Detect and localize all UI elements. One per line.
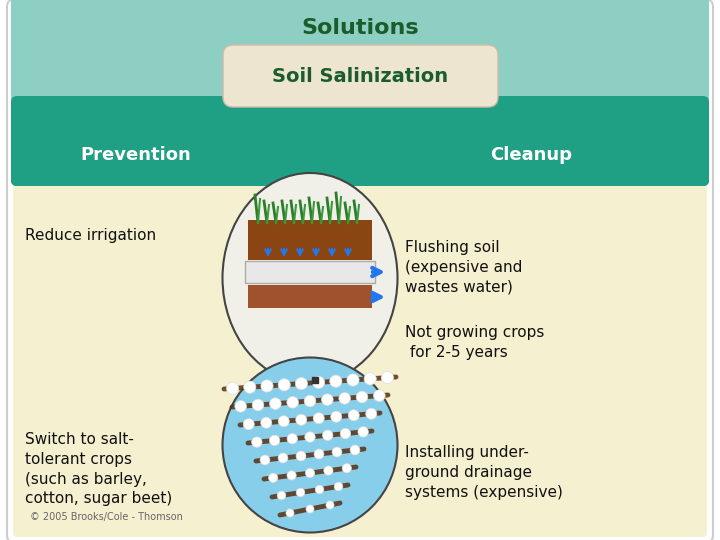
- Circle shape: [243, 381, 256, 393]
- Circle shape: [235, 401, 246, 412]
- Circle shape: [347, 374, 359, 386]
- Circle shape: [342, 464, 351, 473]
- Circle shape: [287, 471, 296, 480]
- Circle shape: [364, 373, 377, 385]
- Circle shape: [304, 395, 316, 407]
- Circle shape: [305, 468, 315, 477]
- Circle shape: [323, 430, 333, 441]
- Text: © 2005 Brooks/Cole - Thomson: © 2005 Brooks/Cole - Thomson: [30, 512, 183, 522]
- Circle shape: [286, 509, 294, 517]
- Circle shape: [330, 411, 342, 422]
- FancyBboxPatch shape: [11, 0, 709, 106]
- Circle shape: [339, 393, 351, 404]
- FancyBboxPatch shape: [11, 76, 709, 186]
- Text: Soil Salinization: Soil Salinization: [272, 66, 448, 85]
- Circle shape: [330, 375, 342, 387]
- Circle shape: [261, 380, 273, 392]
- Ellipse shape: [222, 173, 397, 383]
- Circle shape: [269, 435, 280, 445]
- FancyBboxPatch shape: [11, 96, 709, 186]
- Circle shape: [348, 410, 359, 421]
- Circle shape: [296, 451, 306, 461]
- Bar: [248, 220, 372, 260]
- Text: Solutions: Solutions: [301, 18, 419, 38]
- Circle shape: [382, 372, 394, 384]
- FancyBboxPatch shape: [7, 0, 713, 540]
- Circle shape: [306, 505, 314, 513]
- Circle shape: [260, 455, 270, 465]
- Circle shape: [324, 466, 333, 475]
- Circle shape: [296, 488, 305, 497]
- Text: Switch to salt-
tolerant crops
(such as barley,
cotton, sugar beet): Switch to salt- tolerant crops (such as …: [25, 432, 172, 507]
- Circle shape: [326, 501, 334, 509]
- Bar: [17, 100, 703, 150]
- Circle shape: [295, 377, 307, 390]
- Circle shape: [278, 416, 289, 427]
- Circle shape: [366, 408, 377, 419]
- Circle shape: [341, 428, 351, 439]
- Circle shape: [287, 396, 299, 408]
- Text: Prevention: Prevention: [80, 146, 191, 164]
- Bar: [245, 261, 375, 283]
- Bar: [248, 285, 372, 308]
- Circle shape: [261, 417, 271, 428]
- Circle shape: [277, 491, 286, 500]
- Circle shape: [278, 453, 288, 463]
- Circle shape: [243, 418, 254, 430]
- Circle shape: [269, 398, 281, 409]
- Text: Reduce irrigation: Reduce irrigation: [25, 228, 156, 243]
- Circle shape: [322, 394, 333, 406]
- Circle shape: [314, 449, 324, 459]
- Text: Cleanup: Cleanup: [490, 146, 572, 164]
- Circle shape: [305, 432, 315, 442]
- Circle shape: [278, 379, 290, 391]
- Circle shape: [358, 427, 369, 437]
- Circle shape: [350, 445, 360, 455]
- Circle shape: [252, 437, 262, 447]
- Circle shape: [374, 390, 385, 401]
- Text: Installing under-
ground drainage
systems (expensive): Installing under- ground drainage system…: [405, 445, 563, 500]
- Ellipse shape: [222, 357, 397, 532]
- Circle shape: [287, 434, 297, 444]
- FancyBboxPatch shape: [223, 45, 498, 107]
- Circle shape: [252, 399, 264, 411]
- Circle shape: [296, 414, 307, 426]
- Circle shape: [313, 413, 324, 424]
- Circle shape: [269, 473, 278, 482]
- Circle shape: [227, 382, 239, 395]
- Circle shape: [332, 447, 342, 457]
- Circle shape: [334, 482, 343, 491]
- Text: Not growing crops
 for 2-5 years: Not growing crops for 2-5 years: [405, 325, 544, 360]
- FancyBboxPatch shape: [13, 174, 707, 537]
- Circle shape: [312, 376, 325, 388]
- Text: Flushing soil
(expensive and
wastes water): Flushing soil (expensive and wastes wate…: [405, 240, 523, 295]
- Circle shape: [315, 485, 324, 494]
- Circle shape: [356, 391, 368, 403]
